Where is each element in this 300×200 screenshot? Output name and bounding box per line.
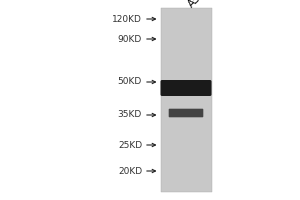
Bar (160, 8, 211, 192)
Text: 20KD: 20KD (118, 166, 142, 176)
Text: 50KD: 50KD (118, 77, 142, 86)
Text: 120KD: 120KD (112, 15, 142, 23)
Text: A549: A549 (186, 0, 212, 9)
Text: 25KD: 25KD (118, 140, 142, 149)
FancyBboxPatch shape (169, 109, 203, 117)
FancyBboxPatch shape (160, 80, 211, 96)
Text: 90KD: 90KD (118, 34, 142, 44)
Text: 35KD: 35KD (118, 110, 142, 119)
